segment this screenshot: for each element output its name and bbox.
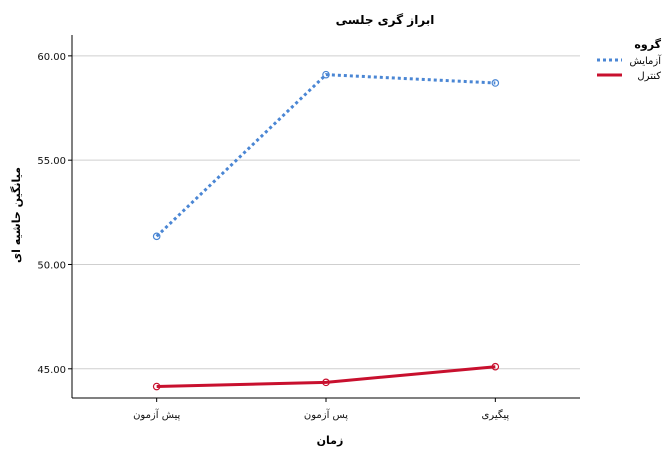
legend: گروه آزمایش کنترل (597, 38, 662, 82)
y-tick-label: 50.00 (37, 260, 66, 271)
data-point (322, 70, 330, 79)
legend-label-1: کنترل (637, 71, 661, 82)
data-point (491, 362, 500, 371)
x-tick-label: پیگیری (481, 409, 509, 421)
y-tick-label: 45.00 (37, 365, 66, 376)
data-point (152, 382, 161, 391)
x-axis-title: زمان (317, 434, 344, 447)
series-line-1 (156, 365, 496, 389)
x-tick-label: پیش آزمون (133, 408, 180, 421)
data-point (322, 378, 330, 387)
x-tick-label: پس آزمون (304, 408, 348, 421)
legend-label-0: آزمایش (629, 54, 662, 67)
y-tick-label: 55.00 (37, 156, 66, 167)
legend-title: گروه (634, 38, 661, 51)
data-point (491, 79, 500, 87)
chart-title: ابراز گری جلسی (336, 13, 435, 27)
y-tick-label: 60.00 (37, 52, 66, 63)
y-axis-title: میانگین حاشیه ای (10, 167, 23, 263)
series-line-0 (155, 73, 496, 238)
data-point (152, 232, 161, 241)
